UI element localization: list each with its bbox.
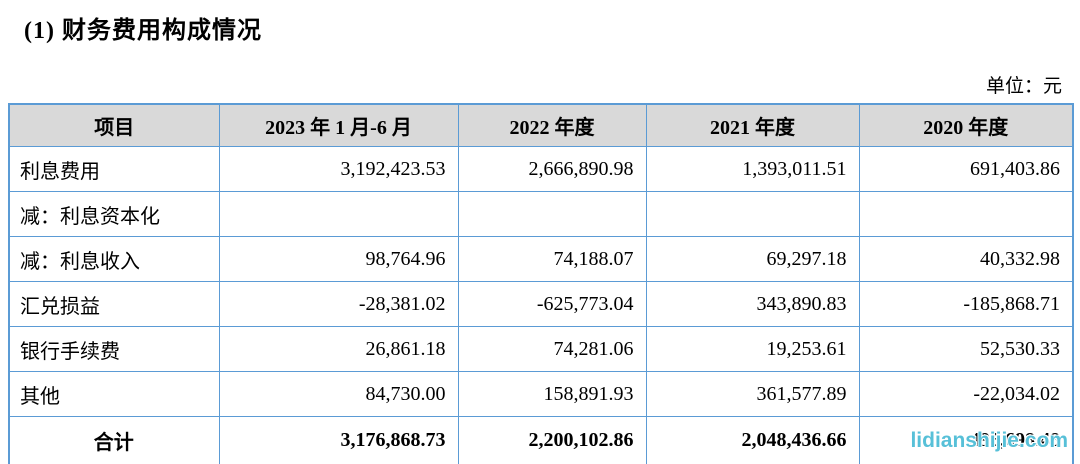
table-row: 银行手续费 26,861.18 74,281.06 19,253.61 52,5… [8,326,1074,372]
table-cell: 3,176,868.73 [218,416,459,464]
table-row: 减：利息资本化 [8,191,1074,237]
row-label: 减：利息资本化 [8,191,220,237]
table-cell: 3,192,423.53 [218,146,459,192]
header-2023h1: 2023 年 1 月-6 月 [218,103,459,147]
page-title: (1) 财务费用构成情况 [24,18,262,44]
table-cell: -28,381.02 [218,281,459,327]
header-item-column: 项目 [8,103,220,147]
table-row: 其他 84,730.00 158,891.93 361,577.89 -22,0… [8,371,1074,417]
table-cell: 69,297.18 [645,236,860,282]
table-cell: 98,764.96 [218,236,459,282]
table-cell [457,191,647,237]
unit-label: 单位：元 [985,76,1062,97]
table-cell: 1,393,011.51 [645,146,860,192]
table-cell: 691,403.86 [858,146,1074,192]
table-cell: 495,698.48 lidianshijie.com [858,416,1074,464]
table-row: 减：利息收入 98,764.96 74,188.07 69,297.18 40,… [8,236,1074,282]
table-cell: 74,188.07 [457,236,647,282]
site-watermark: lidianshijie.com [910,428,1068,452]
table-cell: 2,666,890.98 [457,146,647,192]
table-cell: 343,890.83 [645,281,860,327]
table-cell: -22,034.02 [858,371,1074,417]
header-2020: 2020 年度 [858,103,1074,147]
table-cell: 74,281.06 [457,326,647,372]
table-header-row: 项目 2023 年 1 月-6 月 2022 年度 2021 年度 2020 年… [8,103,1074,147]
table-cell [218,191,459,237]
table-row: 汇兑损益 -28,381.02 -625,773.04 343,890.83 -… [8,281,1074,327]
table-cell: 158,891.93 [457,371,647,417]
table-row: 利息费用 3,192,423.53 2,666,890.98 1,393,011… [8,146,1074,192]
row-label: 其他 [8,371,220,417]
header-2022: 2022 年度 [457,103,647,147]
header-2021: 2021 年度 [645,103,860,147]
table-cell: 2,048,436.66 [645,416,860,464]
table-cell [645,191,860,237]
table-cell: 2,200,102.86 [457,416,647,464]
table-total-row: 合计 3,176,868.73 2,200,102.86 2,048,436.6… [8,416,1074,464]
row-label: 银行手续费 [8,326,220,372]
row-label: 减：利息收入 [8,236,220,282]
total-2020-value: 495,698.48 [970,429,1060,451]
table-cell: -185,868.71 [858,281,1074,327]
financial-expense-table: 项目 2023 年 1 月-6 月 2022 年度 2021 年度 2020 年… [8,103,1074,464]
table-cell: 19,253.61 [645,326,860,372]
table-cell [858,191,1074,237]
total-row-label: 合计 [8,416,220,464]
table-cell: 40,332.98 [858,236,1074,282]
table-cell: 26,861.18 [218,326,459,372]
row-label: 利息费用 [8,146,220,192]
row-label: 汇兑损益 [8,281,220,327]
table-cell: 84,730.00 [218,371,459,417]
table-cell: 361,577.89 [645,371,860,417]
table-cell: -625,773.04 [457,281,647,327]
table-cell: 52,530.33 [858,326,1074,372]
